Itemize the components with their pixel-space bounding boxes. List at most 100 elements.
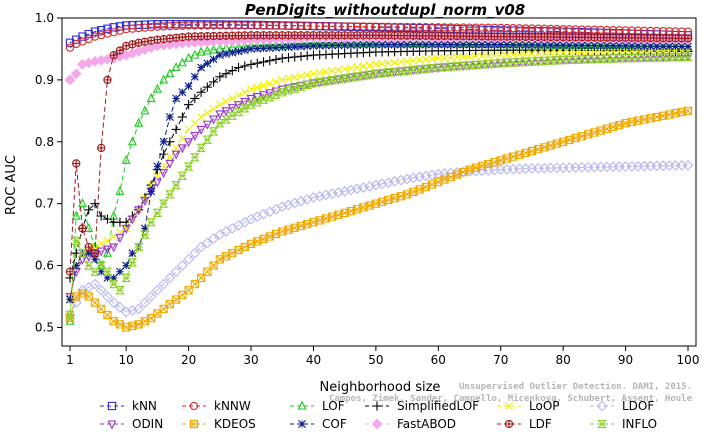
data-point-simplifiedlof [96,211,106,221]
data-point-lof [102,247,112,257]
data-point-odin [296,81,306,91]
data-point-fastabod [64,74,76,86]
data-point-ldof [358,182,369,193]
data-point-lof [134,117,144,127]
y-tick-label: 1.0 [35,11,54,25]
data-point-loop [409,56,418,65]
data-point-simplifiedlof [252,58,262,68]
data-point-loop [478,52,486,61]
data-point-ldof [326,188,338,200]
series-line-ldf [69,34,689,272]
data-point-lof [171,62,181,72]
data-point-odin [209,115,219,125]
data-point-loop [577,48,586,57]
data-point-inflo [171,180,182,190]
legend-label-knnw: kNNW [214,399,251,413]
data-point-inflo [377,68,388,78]
data-point-odin [252,93,262,103]
data-point-knnw [552,24,562,34]
data-point-knnw [490,23,499,32]
chart-title: PenDigits_withoutdupl_norm_v08 [245,1,525,19]
data-point-cof [234,47,243,56]
data-point-inflo [664,53,675,62]
data-point-odin [152,178,162,188]
data-point-knn [103,24,112,33]
data-point-odin [433,63,443,73]
data-point-simplifiedlof [190,93,200,104]
data-point-inflo [183,162,194,171]
data-point-odin [234,101,244,111]
data-point-loop [565,48,574,57]
data-point-inflo [470,60,481,70]
data-point-cof [66,295,74,304]
data-point-loop [296,72,305,81]
data-point-knnw [315,21,324,31]
data-point-loop [440,53,449,62]
data-point-inflo [608,54,619,63]
plot-frame [61,17,697,347]
data-point-knnw [365,22,374,31]
data-point-knnw [178,21,187,30]
data-point-cof [278,43,287,52]
data-point-inflo [102,267,113,276]
data-point-simplifiedlof [283,53,294,63]
data-point-loop [453,53,462,62]
data-point-inflo [620,54,631,63]
attribution-line-1: Unsupervised Outlier Detection. DAMI, 20… [459,382,692,392]
data-point-kdeos [683,106,693,115]
data-point-ldof [289,197,301,209]
data-point-knnw [546,24,555,34]
data-point-ldf [72,159,81,168]
data-point-cof [315,41,324,50]
data-point-inflo [65,310,75,320]
data-point-lof [184,52,194,62]
data-point-inflo [614,54,625,63]
y-axis-label: ROC AUC [4,155,19,215]
data-point-knnw [90,32,100,41]
data-point-knnw [346,22,356,31]
data-point-odin [308,79,318,89]
legend-marker-ldof [596,400,608,412]
data-point-lof [177,57,187,67]
data-point-knnw [334,22,343,31]
legend: kNN kNNW LOF SimplifiedLOF LoOP LDOF ODIN KDEOS… [100,399,657,431]
data-point-ldof [401,173,413,185]
x-tick-label: 80 [556,353,571,367]
series-line-knn [69,23,689,44]
data-point-knnw [371,22,381,31]
data-point-ldof [208,233,219,245]
x-axis-label: Neighborhood size [320,380,441,395]
data-point-inflo [564,55,575,65]
data-point-loop [222,97,231,106]
data-point-ldf [78,224,87,233]
data-point-knnw [103,29,112,38]
data-point-knnw [515,24,524,33]
data-point-knnw [353,22,362,31]
data-point-inflo [626,53,637,63]
data-point-ldof [139,297,151,309]
data-point-odin [159,169,169,179]
data-point-inflo [108,279,119,289]
y-tick-label: 0.9 [35,73,54,87]
data-point-loop [521,50,530,59]
data-point-knnw [571,25,580,34]
x-tick-label: 60 [431,353,446,367]
y-tick-label: 0.7 [35,197,54,211]
data-point-inflo [520,57,531,67]
data-point-lof [140,105,150,115]
data-point-inflo [464,61,475,70]
data-point-knnw [215,21,224,30]
data-point-odin [171,150,181,160]
data-point-knnw [540,24,549,33]
data-point-loop [134,205,143,214]
data-point-cof [540,41,549,50]
data-point-loop [303,70,312,79]
data-point-knnw [477,23,487,32]
data-point-knnw [321,22,331,31]
data-point-lof [127,136,137,146]
data-point-lof [202,45,212,55]
data-point-knnw [390,22,399,31]
data-point-inflo [433,63,444,72]
data-point-inflo [489,59,500,68]
